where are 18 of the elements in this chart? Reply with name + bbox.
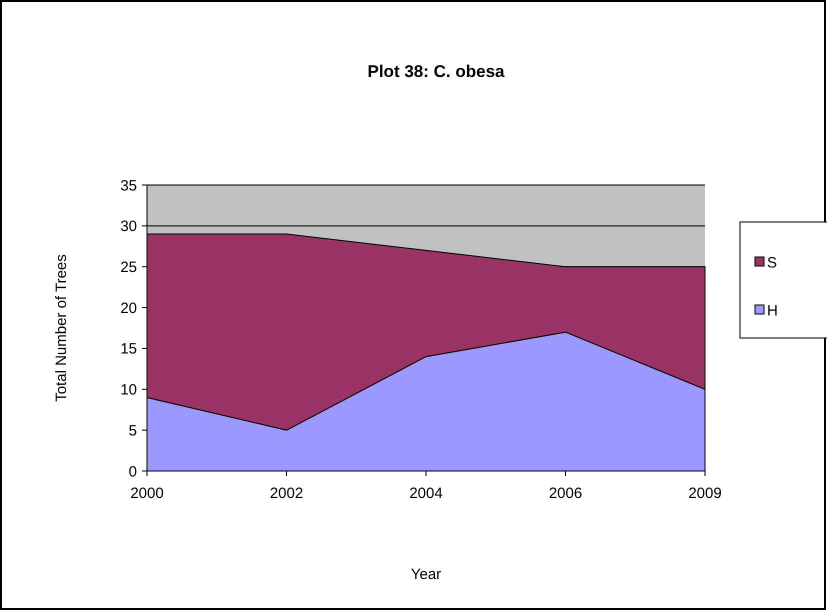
- legend-label: H: [767, 302, 778, 320]
- legend-label: S: [767, 254, 778, 272]
- x-tick-label: 2009: [688, 485, 722, 502]
- y-tick-label: 35: [120, 177, 137, 194]
- y-tick-label: 0: [128, 463, 137, 480]
- y-tick-label: 10: [120, 382, 137, 399]
- x-axis-title: Year: [410, 566, 442, 583]
- y-axis-title: Total Number of Trees: [53, 254, 70, 402]
- y-tick-label: 5: [128, 422, 137, 440]
- y-tick-label: 30: [120, 218, 137, 236]
- x-tick-label: 2000: [130, 485, 164, 502]
- chart-title: Plot 38: C. obesa: [368, 62, 506, 81]
- x-tick-label: 2004: [409, 485, 443, 502]
- x-tick-label: 2002: [270, 485, 304, 502]
- y-tick-label: 25: [120, 258, 137, 276]
- y-tick-label: 15: [120, 340, 137, 358]
- x-tick-label: 2006: [548, 485, 582, 502]
- y-tick-label: 20: [120, 300, 137, 317]
